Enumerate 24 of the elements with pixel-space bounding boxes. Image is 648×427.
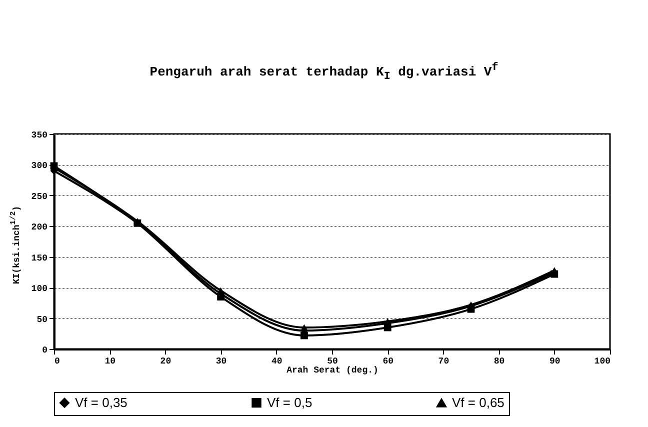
x-tick-label: 10 (104, 356, 116, 366)
x-tick-label: 70 (438, 356, 450, 366)
x-tick-label: 0 (54, 356, 60, 366)
chart-title: Pengaruh arah serat terhadap K$_{I}$ dg.variasi V$^{f}$ (148, 62, 500, 83)
x-tick-label: 30 (216, 356, 227, 366)
legend-label: Vf = 0,35 (75, 394, 128, 410)
y-tick-label: 50 (36, 314, 48, 325)
x-axis-title: Arah Serat (deg.) (286, 366, 378, 376)
x-tick-label: 20 (160, 356, 172, 366)
y-tick-label: 300 (31, 161, 48, 172)
y-tick-label: 250 (31, 192, 48, 202)
y-tick-label: 0 (42, 346, 48, 356)
x-tick-label: 60 (382, 356, 394, 366)
y-tick-label: 100 (31, 284, 48, 294)
x-tick-label: 40 (271, 356, 282, 366)
x-tick-label: 100 (594, 356, 610, 366)
legend-label: Vf = 0,5 (267, 394, 312, 410)
y-tick-label: 150 (31, 253, 48, 264)
y-tick-label: 350 (31, 130, 48, 140)
x-tick-label: 80 (494, 356, 505, 366)
x-tick-label: 90 (549, 356, 560, 366)
x-tick-label: 50 (327, 356, 338, 366)
y-tick-label: 200 (31, 222, 48, 233)
legend-label: Vf = 0,65 (452, 395, 504, 410)
